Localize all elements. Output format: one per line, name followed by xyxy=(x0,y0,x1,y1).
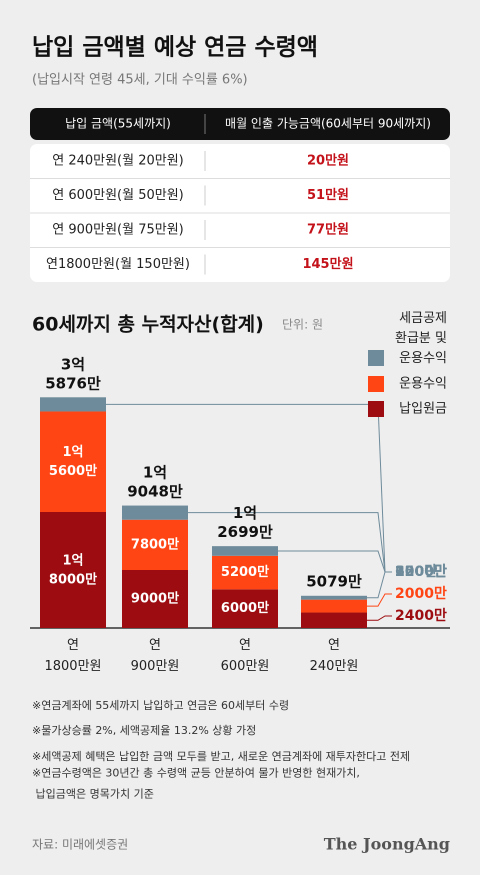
table-cell: 연 900만원(월 75만원) xyxy=(52,223,184,238)
legend-swatch xyxy=(368,350,384,366)
table-header xyxy=(30,108,450,140)
segment-label: 9000만 xyxy=(131,591,179,607)
table-value: 51만원 xyxy=(307,187,349,203)
leader-line xyxy=(367,615,392,621)
header-cell: 매월 인출 가능금액(60세부터 90세까지) xyxy=(225,117,431,131)
bar-segment xyxy=(212,555,278,590)
legend-label: 납입원금 xyxy=(399,402,447,417)
bar-segment xyxy=(40,512,106,628)
total-label: 5079만 xyxy=(306,572,362,590)
x-tick-label: 연 600만원 xyxy=(221,638,270,674)
subtitle: (납입시작 연령 45세, 기대 수익률 6%) xyxy=(32,73,248,88)
legend-label: 운용수익 xyxy=(399,377,447,392)
legend-swatch xyxy=(368,401,384,417)
unit: 단위: 원 xyxy=(282,318,323,332)
leader-line xyxy=(367,571,392,599)
bar-segment xyxy=(301,595,367,600)
x-tick-label: 연 240만원 xyxy=(310,638,359,674)
bar-segment xyxy=(122,570,188,628)
bar-segment xyxy=(212,546,278,556)
legend-swatch xyxy=(368,376,384,392)
note: ※연금계좌에 55세까지 납입하고 연금은 60세부터 수령 xyxy=(32,698,289,712)
segment-label: 7800만 xyxy=(131,536,179,552)
note: ※세액공제 혜택은 납입한 금액 모두를 받고, 새로운 연금계좌에 재투자한다… xyxy=(32,750,410,763)
header-cell: 납입 금액(55세까지) xyxy=(65,117,171,131)
title: 납입 금액별 예상 연금 수령액 xyxy=(32,35,318,61)
segment-label: 1억 5600만 xyxy=(49,445,97,479)
bar-segment xyxy=(40,397,106,412)
source: 자료: 미래에셋증권 xyxy=(32,838,128,852)
x-tick-label: 연 900만원 xyxy=(131,638,180,674)
total-label: 3억 5876만 xyxy=(45,355,101,392)
table-cell: 연1800만원(월 150만원) xyxy=(46,257,190,272)
bar-segment xyxy=(40,411,106,512)
segment-label-outside: 2200만 xyxy=(395,564,447,580)
leader-line xyxy=(367,593,392,607)
segment-label-outside: 2200만 xyxy=(395,564,447,580)
bar-segment xyxy=(122,505,188,520)
total-label: 1억 9048만 xyxy=(127,463,183,500)
segment-label: 6000만 xyxy=(221,600,269,616)
legend-label: 세금공제 환급분 및 운용수익 xyxy=(395,311,447,366)
note: ※연금수령액은 30년간 총 수령액 균등 안분하여 물가 반영한 현재가치, … xyxy=(32,766,360,801)
segment-label: 5200만 xyxy=(221,564,269,580)
segment-label-outside: 600만 xyxy=(395,564,437,580)
bar-segment xyxy=(301,612,367,628)
table-cell: 연 240만원(월 20만원) xyxy=(52,154,184,169)
bar-segment xyxy=(122,519,188,570)
x-tick-label: 연 1800만원 xyxy=(44,638,101,674)
total-label: 1억 2699만 xyxy=(217,504,273,541)
table-cell: 연 600만원(월 50만원) xyxy=(52,188,184,203)
segment-label-outside: 2400만 xyxy=(395,608,447,624)
segment-label: 1억 8000만 xyxy=(49,553,97,587)
segment-label-outside: 1500만 xyxy=(395,564,447,580)
table-value: 77만원 xyxy=(307,222,349,238)
chart-title: 60세까지 총 누적자산(합계) xyxy=(32,314,264,336)
bar-segment xyxy=(301,599,367,613)
table-value: 20만원 xyxy=(307,153,349,169)
table-value: 145만원 xyxy=(302,256,353,272)
brand: The JoongAng xyxy=(324,835,450,854)
segment-label-outside: 2000만 xyxy=(395,586,447,602)
note: ※물가상승률 2%, 세액공제율 13.2% 상황 가정 xyxy=(32,724,256,737)
bar-segment xyxy=(212,589,278,628)
